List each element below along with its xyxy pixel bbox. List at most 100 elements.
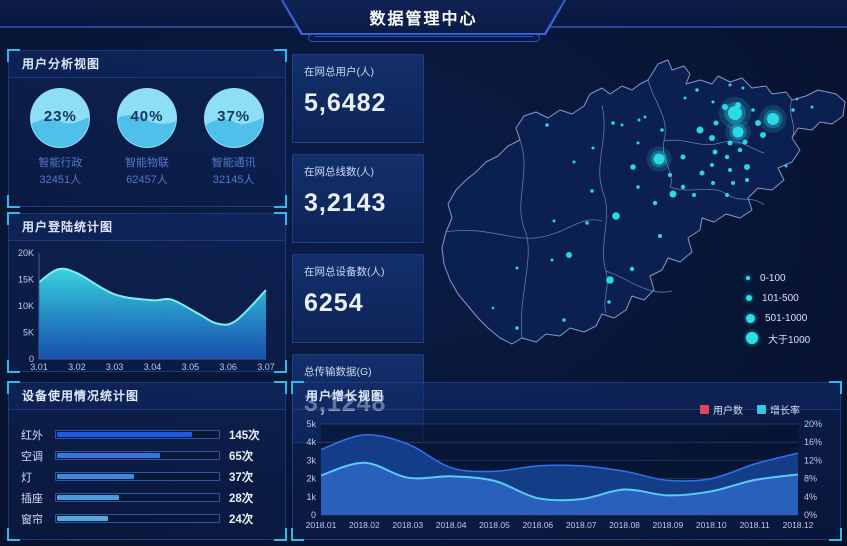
- page-title: 数据管理中心: [369, 10, 478, 28]
- svg-text:16%: 16%: [804, 437, 822, 447]
- growth-chart-legend: 用户数 增长率: [700, 402, 800, 417]
- gauge-count: 62457人: [126, 174, 168, 186]
- stat-card-online-devices: 在网总设备数(人) 6254: [292, 254, 424, 343]
- bar-fill: [57, 474, 134, 479]
- liquid-gauge[interactable]: 23% 智能行政 32451人: [20, 86, 100, 187]
- svg-text:20K: 20K: [18, 248, 34, 258]
- svg-text:3.06: 3.06: [219, 362, 237, 372]
- region-map[interactable]: [430, 45, 847, 375]
- svg-text:2018.05: 2018.05: [479, 520, 510, 530]
- map-legend-label: 501-1000: [765, 312, 808, 324]
- legend-item-growth-rate[interactable]: 增长率: [757, 402, 800, 417]
- legend-label: 增长率: [770, 406, 800, 417]
- svg-text:1k: 1k: [306, 492, 316, 502]
- stat-label: 在网总用户(人): [304, 66, 374, 78]
- svg-text:10K: 10K: [18, 301, 34, 311]
- svg-text:0%: 0%: [804, 510, 817, 520]
- stat-value: 3,1248: [304, 389, 412, 418]
- bubble-size-icon: [746, 276, 750, 280]
- liquid-gauge[interactable]: 37% 智能通讯 32145人: [194, 86, 274, 187]
- corner-decoration: [274, 212, 287, 225]
- gauge-count: 32451人: [39, 174, 82, 186]
- corner-decoration: [274, 381, 287, 394]
- svg-text:2018.11: 2018.11: [740, 520, 770, 530]
- liquid-gauge[interactable]: 40% 智能物联 62457人: [107, 86, 187, 187]
- bar-row: 灯 37次: [21, 466, 271, 487]
- bar-value: 28次: [229, 492, 254, 505]
- stat-value: 5,6482: [304, 89, 387, 117]
- svg-text:4%: 4%: [804, 492, 817, 502]
- bar-track: [55, 493, 220, 502]
- bar-value: 24次: [229, 513, 254, 526]
- gauge-label: 智能行政: [38, 157, 83, 169]
- bar-label: 灯: [21, 471, 32, 484]
- bubble-size-icon: [746, 332, 758, 344]
- gauge-percent: 37%: [217, 108, 251, 125]
- bar-fill: [57, 495, 119, 500]
- corner-decoration: [7, 360, 20, 373]
- panel-user-analysis: 用户分析视图 23% 智能行政 32451人 40% 智能物联 62457人 3…: [7, 49, 287, 208]
- map-legend-item: 0-100: [746, 268, 810, 288]
- map-bubbles[interactable]: [491, 83, 814, 330]
- corner-decoration: [291, 528, 304, 541]
- svg-text:3.03: 3.03: [106, 362, 124, 372]
- svg-text:2018.03: 2018.03: [392, 520, 423, 530]
- svg-text:3k: 3k: [306, 455, 316, 465]
- legend-label: 用户数: [713, 406, 743, 417]
- bar-value: 145次: [229, 429, 260, 442]
- svg-text:2018.04: 2018.04: [436, 520, 467, 530]
- map-legend-label: 101-500: [762, 292, 799, 304]
- device-bar-chart[interactable]: 红外 145次 空调 65次 灯 37次 插座 28次 窗帘: [9, 410, 285, 529]
- bubble-size-icon: [746, 295, 752, 301]
- corner-decoration: [274, 49, 287, 62]
- svg-text:2k: 2k: [306, 474, 316, 484]
- svg-text:12%: 12%: [804, 455, 822, 465]
- bar-track: [55, 472, 220, 481]
- bar-track: [55, 514, 220, 523]
- map-legend-item: 101-500: [746, 288, 810, 308]
- gauge-percent: 23%: [43, 108, 77, 125]
- legend-swatch: [757, 405, 766, 414]
- panel-title-device-usage: 设备使用情况统计图: [9, 383, 285, 410]
- svg-text:2018.06: 2018.06: [522, 520, 553, 530]
- gauge-count: 32145人: [212, 174, 255, 186]
- stat-card-online-users: 在网总用户(人) 5,6482: [292, 54, 424, 143]
- panel-user-growth: 用户增长视图 用户数 增长率 0 1k 2k 3k 4k 5k 0% 4% 8% 12% 16% 20…: [291, 381, 842, 541]
- legend-item-users[interactable]: 用户数: [700, 402, 743, 417]
- corner-decoration: [7, 212, 20, 225]
- svg-text:0: 0: [29, 354, 34, 364]
- svg-text:5K: 5K: [23, 328, 34, 338]
- bar-track: [55, 451, 220, 460]
- panel-title-user-analysis: 用户分析视图: [9, 51, 285, 78]
- bar-row: 窗帘 24次: [21, 508, 271, 529]
- svg-text:2018.07: 2018.07: [566, 520, 597, 530]
- bar-row: 红外 145次: [21, 424, 271, 445]
- header: 数据管理中心: [283, 0, 564, 33]
- bar-fill: [57, 516, 108, 521]
- bar-row: 空调 65次: [21, 445, 271, 466]
- stat-label: 总传输数据(G): [304, 366, 372, 378]
- corner-decoration: [274, 195, 287, 208]
- bar-label: 窗帘: [21, 513, 43, 526]
- map-legend: 0-100 101-500 501-1000 大于1000: [746, 268, 810, 348]
- login-area-chart[interactable]: 0 5K 10K 15K 20K 3.01 3.02 3.03 3.04 3.05 3.06 3.07: [9, 241, 285, 372]
- gauge-label: 智能通讯: [211, 157, 256, 169]
- bar-label: 红外: [21, 429, 43, 442]
- bar-row: 插座 28次: [21, 487, 271, 508]
- svg-text:20%: 20%: [804, 419, 822, 429]
- header-underline-decoration: [308, 34, 540, 42]
- svg-text:2018.09: 2018.09: [653, 520, 684, 530]
- svg-text:15K: 15K: [18, 275, 34, 285]
- stat-label: 在网总线数(人): [304, 166, 374, 178]
- svg-text:3.05: 3.05: [182, 362, 200, 372]
- svg-text:2018.12: 2018.12: [783, 520, 814, 530]
- growth-area-chart[interactable]: 0 1k 2k 3k 4k 5k 0% 4% 8% 12% 16% 20% 2018.01 2018.02…: [293, 410, 840, 540]
- svg-text:2018.08: 2018.08: [609, 520, 640, 530]
- panel-title-login-stats: 用户登陆统计图: [9, 214, 285, 241]
- bar-value: 37次: [229, 471, 254, 484]
- stat-value: 3,2143: [304, 189, 387, 217]
- liquid-gauge-chart: [30, 88, 91, 148]
- svg-text:8%: 8%: [804, 474, 817, 484]
- svg-text:2018.10: 2018.10: [696, 520, 727, 530]
